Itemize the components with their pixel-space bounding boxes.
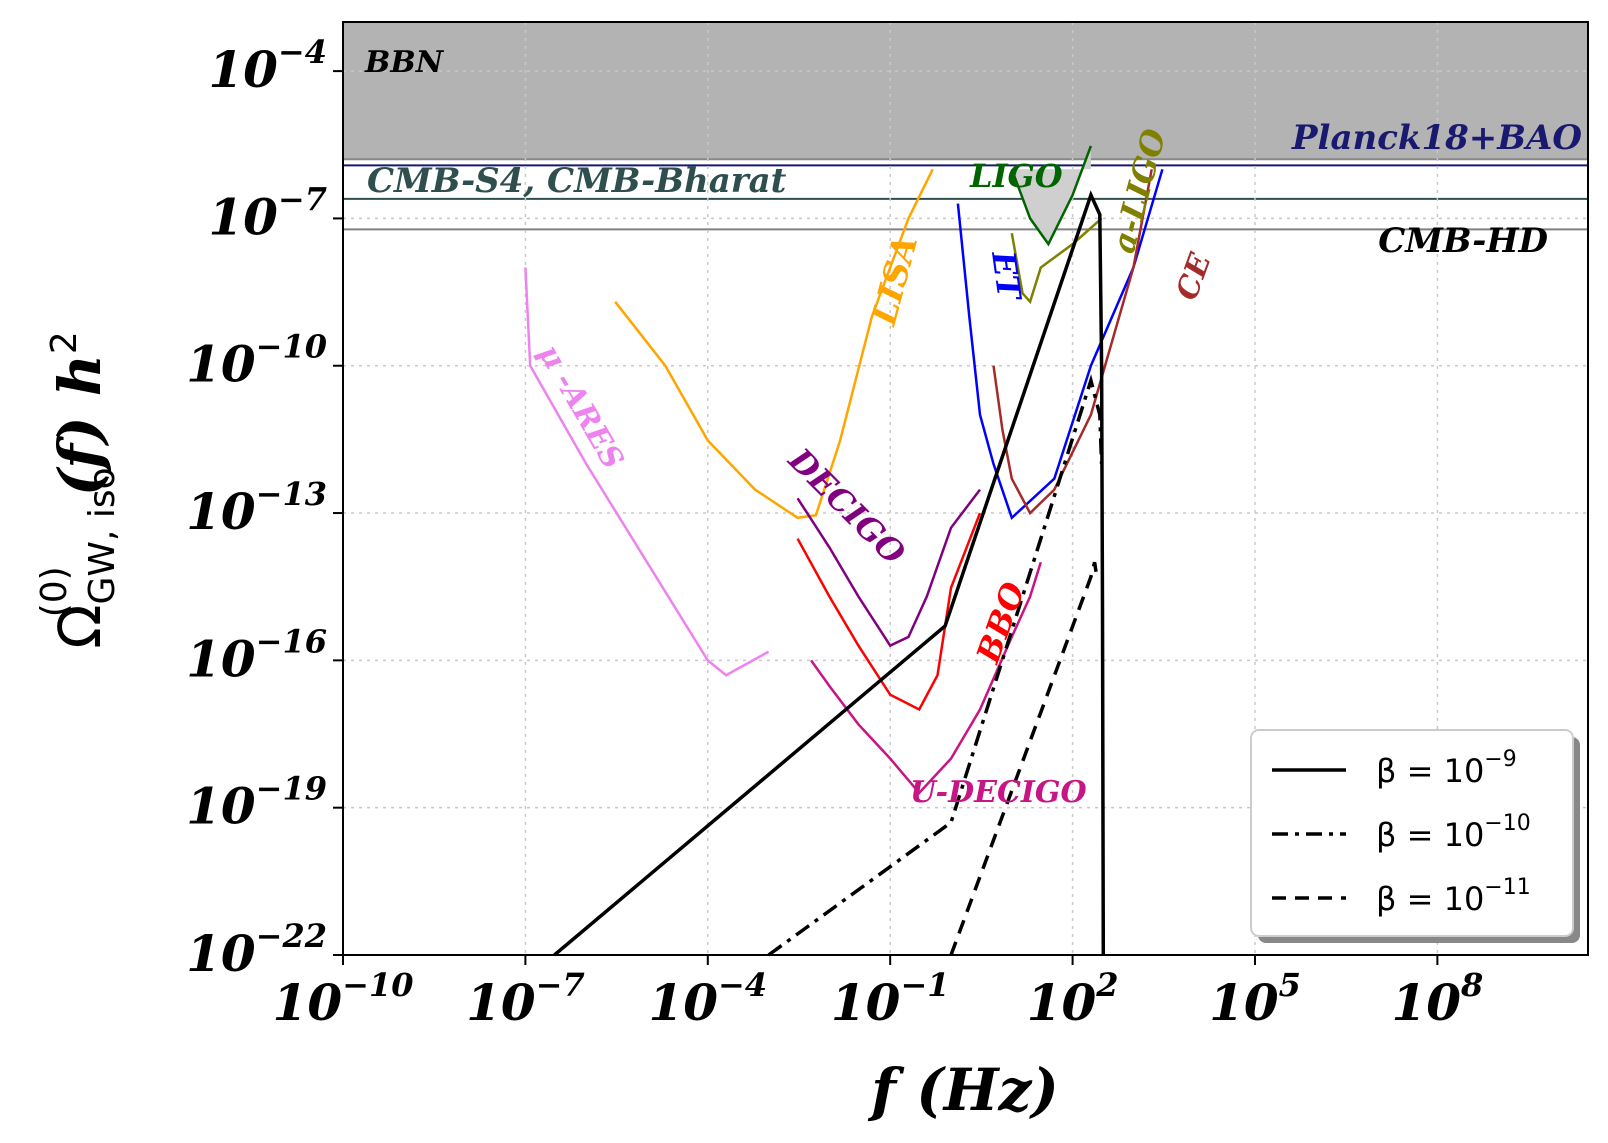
- ares-sensitivity-curve: [524, 267, 770, 677]
- lisa-sensitivity-curve: [614, 168, 934, 520]
- x-tick-label: 10−1: [831, 966, 950, 1032]
- y-tick-label: 10−22: [186, 917, 327, 983]
- ce-sensitivity-curve: [992, 169, 1153, 516]
- x-tick-label: 108: [1391, 966, 1483, 1032]
- x-tick-label: 10−4: [648, 966, 767, 1032]
- series-beta-m10: [767, 374, 1104, 957]
- series-beta-m11: [949, 561, 1099, 956]
- y-tick-label: 10−16: [186, 622, 327, 688]
- x-tick-label: 10−7: [466, 966, 585, 1032]
- series-beta-m9: [553, 190, 1106, 957]
- y-tick-label: 10−13: [186, 475, 327, 541]
- decigo-sensitivity-curve: [796, 488, 981, 648]
- legend: β = 10−9 β = 10−10 β = 10−11: [1250, 729, 1580, 943]
- et-sensitivity-curve: [956, 168, 1164, 521]
- legend-label: β = 10−9: [1376, 747, 1517, 790]
- y-tick-label: 10−7: [208, 180, 327, 246]
- x-axis-title: f (Hz): [867, 1056, 1059, 1124]
- svg-text:ΩGW, iso(0)(f) h2: ΩGW, iso(0) (f) h2: [34, 331, 123, 649]
- u-decigo-sensitivity-curve: [810, 561, 1042, 795]
- y-tick-label: 10−4: [208, 33, 327, 99]
- et-label: ET: [984, 248, 1029, 304]
- plot-frame: [342, 21, 1589, 956]
- y-label-pow: 2: [44, 331, 85, 354]
- y-label-sup: (0): [34, 566, 75, 617]
- u-decigo-label: U-DECIGO: [910, 775, 1087, 810]
- y-label-tail: (f) h: [46, 354, 114, 496]
- legend-label: β = 10−10: [1376, 811, 1531, 854]
- ligo-label: LIGO: [969, 157, 1063, 195]
- y-tick-label: 10−19: [186, 770, 327, 836]
- legend-label: β = 10−11: [1376, 875, 1531, 918]
- bbn-band: [343, 22, 1588, 160]
- legend-box: [1250, 729, 1574, 937]
- ligo-sensitivity-curve: [1010, 145, 1093, 247]
- y-tick-label: 10−10: [186, 328, 327, 394]
- cmb-s4-cmb-bharat-label: CMB-S4, CMB-Bharat: [367, 161, 787, 201]
- y-label-sub: GW, iso: [82, 467, 123, 604]
- y-label-omega: Ω: [46, 604, 114, 648]
- x-tick-label: 10−10: [273, 966, 414, 1032]
- y-axis-title: ΩGW, iso(0) (f) h2: [34, 331, 123, 649]
- bbo-sensitivity-curve: [796, 512, 982, 712]
- cmb-hd-label: CMB-HD: [1378, 221, 1548, 261]
- planck18-bao-label: Planck18+BAO: [1291, 118, 1582, 158]
- x-tick-label: 105: [1209, 966, 1301, 1032]
- x-tick-label: 102: [1027, 966, 1119, 1032]
- bbn-label: BBN: [364, 45, 445, 80]
